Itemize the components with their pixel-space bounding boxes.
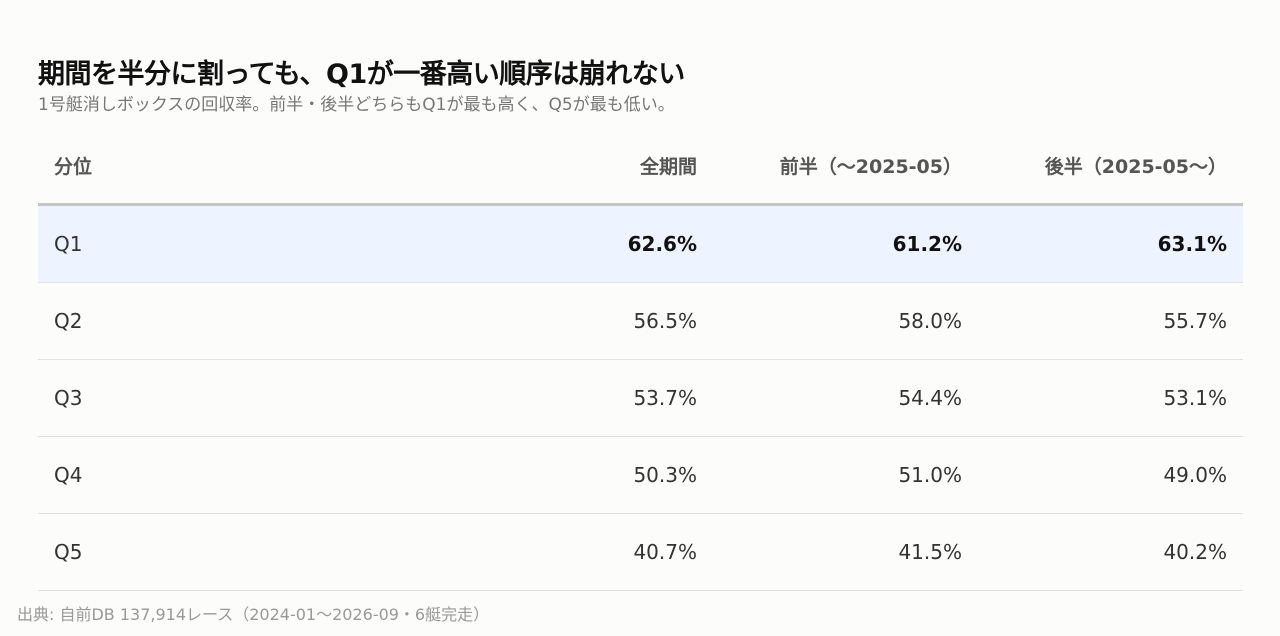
value-cell: 54.4% (898, 386, 962, 410)
value-cell: 53.7% (633, 386, 697, 410)
row-label: Q3 (54, 386, 83, 410)
value-cell: 58.0% (898, 309, 962, 333)
column-header: 前半（〜2025-05） (779, 156, 962, 178)
value-cell: 40.7% (633, 540, 697, 564)
value-cell: 62.6% (627, 232, 697, 256)
source-footnote: 出典: 自前DB 137,914レース（2024-01〜2026-09・6艇完走… (17, 605, 490, 624)
row-label: Q2 (54, 309, 83, 333)
table-row: Q1 62.6% 61.2% 63.1% (38, 206, 1243, 283)
column-header: 後半（2025-05〜） (1044, 156, 1227, 178)
column-header: 全期間 (639, 156, 697, 178)
row-label: Q5 (54, 540, 83, 564)
row-label: Q4 (54, 463, 83, 487)
value-cell: 63.1% (1157, 232, 1227, 256)
value-cell: 55.7% (1163, 309, 1227, 333)
chart-subtitle: 1号艇消しボックスの回収率。前半・後半どちらもQ1が最も高く、Q5が最も低い。 (38, 95, 675, 115)
value-cell: 50.3% (633, 463, 697, 487)
table-row: Q3 53.7% 54.4% 53.1% (38, 360, 1243, 437)
table-row: Q4 50.3% 51.0% 49.0% (38, 437, 1243, 514)
table-header-row: 分位 全期間 前半（〜2025-05） 後半（2025-05〜） (38, 128, 1243, 206)
value-cell: 51.0% (898, 463, 962, 487)
value-cell: 56.5% (633, 309, 697, 333)
value-cell: 49.0% (1163, 463, 1227, 487)
value-cell: 40.2% (1163, 540, 1227, 564)
value-cell: 41.5% (898, 540, 962, 564)
value-cell: 61.2% (892, 232, 962, 256)
value-cell: 53.1% (1163, 386, 1227, 410)
table-row: Q5 40.7% 41.5% 40.2% (38, 514, 1243, 591)
chart-title: 期間を半分に割っても、Q1が一番高い順序は崩れない (38, 59, 685, 90)
data-table: 分位 全期間 前半（〜2025-05） 後半（2025-05〜） Q1 62.6%… (38, 128, 1243, 591)
row-label: Q1 (54, 232, 83, 256)
table-row: Q2 56.5% 58.0% 55.7% (38, 283, 1243, 360)
column-header: 分位 (54, 156, 93, 178)
